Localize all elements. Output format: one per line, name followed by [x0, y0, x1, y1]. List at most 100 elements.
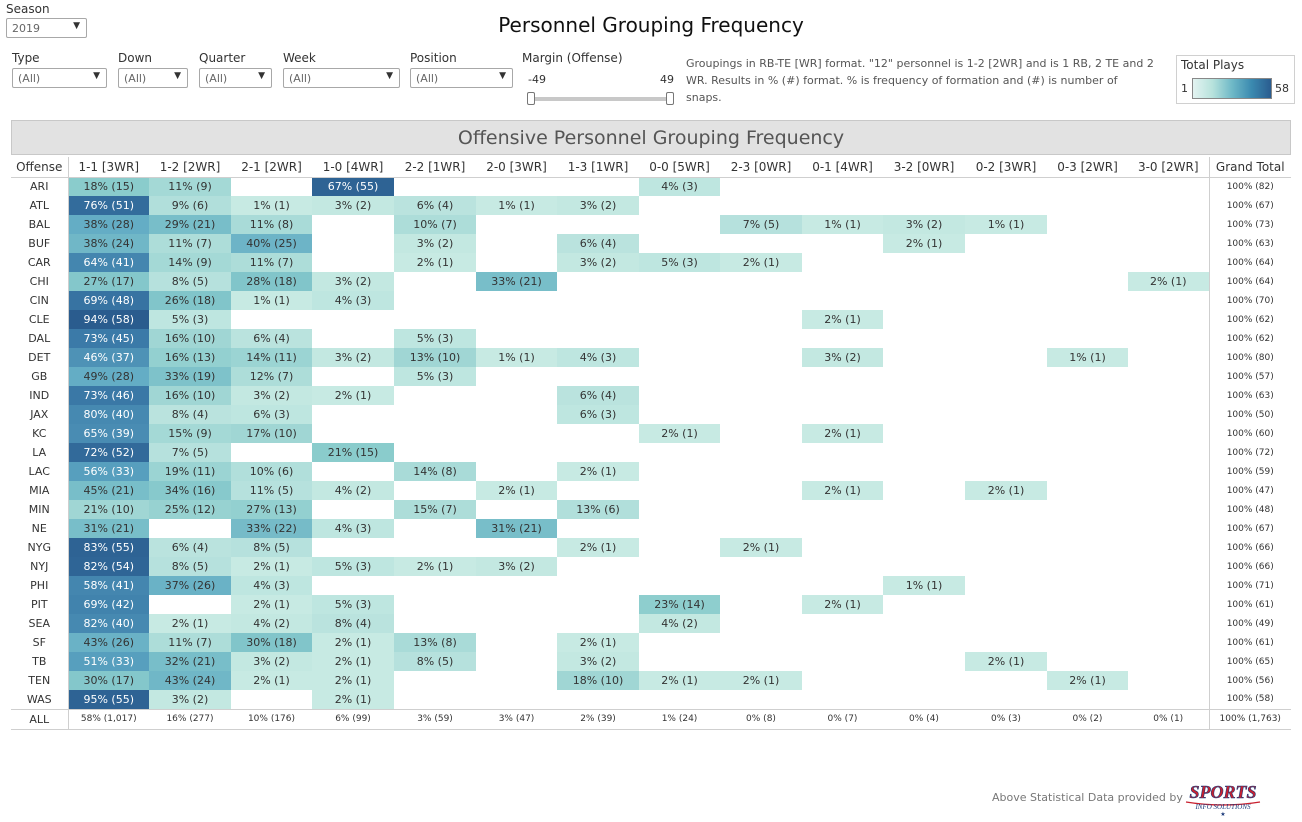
table-cell[interactable]: 8% (5): [394, 652, 476, 671]
table-cell[interactable]: 33% (21): [476, 272, 557, 291]
table-cell[interactable]: 1% (1): [476, 348, 557, 367]
table-cell[interactable]: 16% (10): [149, 386, 231, 405]
table-cell[interactable]: 5% (3): [312, 595, 394, 614]
table-cell[interactable]: 2% (1): [720, 538, 802, 557]
table-cell[interactable]: 2% (1): [557, 462, 639, 481]
table-cell[interactable]: 2% (1): [231, 595, 312, 614]
table-cell[interactable]: 6% (4): [231, 329, 312, 348]
table-cell[interactable]: 2% (1): [476, 481, 557, 500]
table-cell[interactable]: 18% (10): [557, 671, 639, 690]
table-cell[interactable]: 32% (21): [149, 652, 231, 671]
table-cell[interactable]: 3% (2): [312, 348, 394, 367]
season-dropdown[interactable]: 2019 ▼: [6, 18, 87, 38]
table-cell[interactable]: 10% (6): [231, 462, 312, 481]
table-cell[interactable]: 69% (48): [68, 291, 149, 310]
table-cell[interactable]: 2% (1): [802, 481, 883, 500]
table-cell[interactable]: 49% (28): [68, 367, 149, 386]
table-cell[interactable]: 67% (55): [312, 177, 394, 196]
table-cell[interactable]: 45% (21): [68, 481, 149, 500]
table-cell[interactable]: 2% (1): [1128, 272, 1209, 291]
table-cell[interactable]: 14% (8): [394, 462, 476, 481]
table-cell[interactable]: 1% (1): [231, 291, 312, 310]
table-cell[interactable]: 4% (2): [639, 614, 720, 633]
table-cell[interactable]: 19% (11): [149, 462, 231, 481]
table-cell[interactable]: 27% (17): [68, 272, 149, 291]
table-cell[interactable]: 30% (18): [231, 633, 312, 652]
table-cell[interactable]: 8% (5): [149, 557, 231, 576]
table-cell[interactable]: 3% (2): [149, 690, 231, 709]
table-cell[interactable]: 5% (3): [394, 367, 476, 386]
table-cell[interactable]: 4% (3): [639, 177, 720, 196]
table-cell[interactable]: 2% (1): [802, 310, 883, 329]
table-cell[interactable]: 3% (2): [312, 272, 394, 291]
table-cell[interactable]: 7% (5): [149, 443, 231, 462]
filter-quarter-dropdown[interactable]: (All) ▼: [199, 68, 272, 88]
margin-slider-max-handle[interactable]: [666, 92, 674, 105]
table-cell[interactable]: 27% (13): [231, 500, 312, 519]
table-cell[interactable]: 9% (6): [149, 196, 231, 215]
table-cell[interactable]: 16% (13): [149, 348, 231, 367]
table-cell[interactable]: 6% (4): [394, 196, 476, 215]
table-cell[interactable]: 80% (40): [68, 405, 149, 424]
filter-type-dropdown[interactable]: (All) ▼: [12, 68, 107, 88]
table-cell[interactable]: 8% (4): [149, 405, 231, 424]
table-cell[interactable]: 23% (14): [639, 595, 720, 614]
table-cell[interactable]: 2% (1): [1047, 671, 1128, 690]
table-cell[interactable]: 46% (37): [68, 348, 149, 367]
table-cell[interactable]: 83% (55): [68, 538, 149, 557]
table-cell[interactable]: 5% (3): [394, 329, 476, 348]
table-cell[interactable]: 2% (1): [720, 253, 802, 272]
table-cell[interactable]: 16% (10): [149, 329, 231, 348]
table-cell[interactable]: 21% (15): [312, 443, 394, 462]
table-cell[interactable]: 73% (46): [68, 386, 149, 405]
table-cell[interactable]: 3% (2): [231, 652, 312, 671]
table-cell[interactable]: 15% (7): [394, 500, 476, 519]
table-cell[interactable]: 37% (26): [149, 576, 231, 595]
table-cell[interactable]: 1% (1): [231, 196, 312, 215]
table-cell[interactable]: 6% (3): [557, 405, 639, 424]
table-cell[interactable]: 73% (45): [68, 329, 149, 348]
table-cell[interactable]: 58% (41): [68, 576, 149, 595]
table-cell[interactable]: 2% (1): [557, 633, 639, 652]
table-cell[interactable]: 82% (54): [68, 557, 149, 576]
filter-week-dropdown[interactable]: (All) ▼: [283, 68, 400, 88]
table-cell[interactable]: 5% (3): [149, 310, 231, 329]
margin-slider-min-handle[interactable]: [527, 92, 535, 105]
table-cell[interactable]: 43% (26): [68, 633, 149, 652]
table-cell[interactable]: 14% (9): [149, 253, 231, 272]
table-cell[interactable]: 6% (4): [557, 386, 639, 405]
table-cell[interactable]: 11% (7): [149, 234, 231, 253]
table-cell[interactable]: 21% (10): [68, 500, 149, 519]
table-cell[interactable]: 72% (52): [68, 443, 149, 462]
table-cell[interactable]: 4% (3): [557, 348, 639, 367]
table-cell[interactable]: 8% (5): [231, 538, 312, 557]
table-cell[interactable]: 18% (15): [68, 177, 149, 196]
table-cell[interactable]: 28% (18): [231, 272, 312, 291]
table-cell[interactable]: 26% (18): [149, 291, 231, 310]
table-cell[interactable]: 76% (51): [68, 196, 149, 215]
table-cell[interactable]: 4% (3): [312, 519, 394, 538]
table-cell[interactable]: 2% (1): [639, 671, 720, 690]
table-cell[interactable]: 7% (5): [720, 215, 802, 234]
table-cell[interactable]: 1% (1): [1047, 348, 1128, 367]
table-cell[interactable]: 3% (2): [231, 386, 312, 405]
table-cell[interactable]: 2% (1): [965, 652, 1047, 671]
table-cell[interactable]: 2% (1): [639, 424, 720, 443]
table-cell[interactable]: 8% (5): [149, 272, 231, 291]
table-cell[interactable]: 31% (21): [68, 519, 149, 538]
table-cell[interactable]: 2% (1): [394, 557, 476, 576]
table-cell[interactable]: 2% (1): [557, 538, 639, 557]
table-cell[interactable]: 2% (1): [720, 671, 802, 690]
table-cell[interactable]: 94% (58): [68, 310, 149, 329]
table-cell[interactable]: 43% (24): [149, 671, 231, 690]
table-cell[interactable]: 3% (2): [394, 234, 476, 253]
table-cell[interactable]: 3% (2): [802, 348, 883, 367]
table-cell[interactable]: 12% (7): [231, 367, 312, 386]
margin-slider-track[interactable]: [530, 97, 670, 101]
table-cell[interactable]: 4% (3): [312, 291, 394, 310]
table-cell[interactable]: 11% (7): [231, 253, 312, 272]
table-cell[interactable]: 3% (2): [557, 253, 639, 272]
filter-down-dropdown[interactable]: (All) ▼: [118, 68, 188, 88]
table-cell[interactable]: 2% (1): [312, 633, 394, 652]
table-cell[interactable]: 95% (55): [68, 690, 149, 709]
